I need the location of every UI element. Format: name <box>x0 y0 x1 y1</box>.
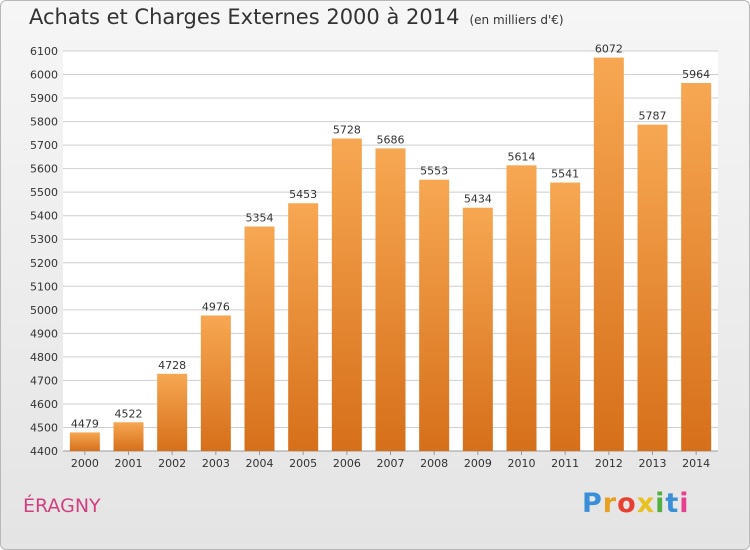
bar-value-label: 5354 <box>246 212 274 225</box>
y-tick-label: 5800 <box>30 116 58 129</box>
logo-letter: x <box>636 488 656 519</box>
bar <box>637 124 668 451</box>
bar-value-label: 5541 <box>551 168 579 181</box>
logo-letter: i <box>655 488 666 519</box>
bar-value-label: 5728 <box>333 124 361 137</box>
title-text: Achats et Charges Externes 2000 à 2014 <box>29 5 460 29</box>
y-tick-label: 5700 <box>30 139 58 152</box>
bar <box>593 57 624 452</box>
bar <box>331 138 362 451</box>
bar <box>113 422 144 451</box>
bar-value-label: 6072 <box>595 43 623 56</box>
x-tick-label: 2000 <box>71 457 99 470</box>
y-tick-label: 5900 <box>30 92 58 105</box>
bar <box>69 432 100 451</box>
y-tick-label: 5500 <box>30 186 58 199</box>
logo-letter: P <box>582 488 603 519</box>
bar <box>200 315 231 451</box>
bar-value-label: 4976 <box>202 300 230 313</box>
bar <box>681 83 712 451</box>
bar <box>550 182 581 451</box>
x-tick-label: 2005 <box>289 457 317 470</box>
x-tick-label: 2004 <box>246 457 274 470</box>
bar-value-label: 5787 <box>639 110 667 123</box>
y-tick-label: 4700 <box>30 374 58 387</box>
y-tick-label: 5300 <box>30 233 58 246</box>
bar-value-label: 5686 <box>377 133 405 146</box>
y-tick-label: 4900 <box>30 327 58 340</box>
x-tick-label: 2014 <box>682 457 710 470</box>
y-tick-label: 4500 <box>30 421 58 434</box>
chart-title: Achats et Charges Externes 2000 à 2014 (e… <box>29 5 564 29</box>
y-tick-label: 6000 <box>30 69 58 82</box>
bar <box>506 165 537 451</box>
y-tick-label: 5400 <box>30 210 58 223</box>
bar <box>462 207 493 451</box>
bar-value-label: 5964 <box>682 68 710 81</box>
bar-value-label: 4479 <box>71 417 99 430</box>
y-tick-label: 4400 <box>30 445 58 458</box>
y-tick-label: 6100 <box>30 45 58 58</box>
logo-letter: i <box>679 488 690 519</box>
x-tick-label: 2006 <box>333 457 361 470</box>
y-tick-label: 4600 <box>30 398 58 411</box>
bar-value-label: 4728 <box>158 359 186 372</box>
bar-value-label: 4522 <box>115 407 143 420</box>
y-tick-label: 5100 <box>30 280 58 293</box>
x-tick-label: 2013 <box>639 457 667 470</box>
bar-value-label: 5453 <box>289 188 317 201</box>
x-tick-label: 2012 <box>595 457 623 470</box>
bar-value-label: 5553 <box>420 165 448 178</box>
proxiti-logo: Proxiti <box>582 488 690 519</box>
bar <box>419 179 450 452</box>
commune-name: ÉRAGNY <box>23 495 101 517</box>
x-tick-label: 2007 <box>377 457 405 470</box>
x-tick-label: 2010 <box>508 457 536 470</box>
logo-letter: o <box>617 488 637 519</box>
bar-value-label: 5434 <box>464 193 492 206</box>
bar <box>288 203 319 451</box>
logo-letter: t <box>665 488 680 519</box>
logo-letter: r <box>602 488 618 519</box>
y-tick-label: 5600 <box>30 163 58 176</box>
y-tick-label: 5200 <box>30 257 58 270</box>
bar <box>157 373 188 451</box>
bar <box>375 148 406 452</box>
x-tick-label: 2011 <box>551 457 579 470</box>
bar <box>244 226 275 451</box>
x-tick-label: 2008 <box>420 457 448 470</box>
y-tick-label: 5000 <box>30 304 58 317</box>
unit-label: (en milliers d'€) <box>469 13 564 27</box>
x-tick-label: 2003 <box>202 457 230 470</box>
bar-value-label: 5614 <box>508 150 536 163</box>
y-tick-label: 4800 <box>30 351 58 364</box>
x-tick-label: 2001 <box>115 457 143 470</box>
x-tick-label: 2002 <box>158 457 186 470</box>
x-tick-label: 2009 <box>464 457 492 470</box>
